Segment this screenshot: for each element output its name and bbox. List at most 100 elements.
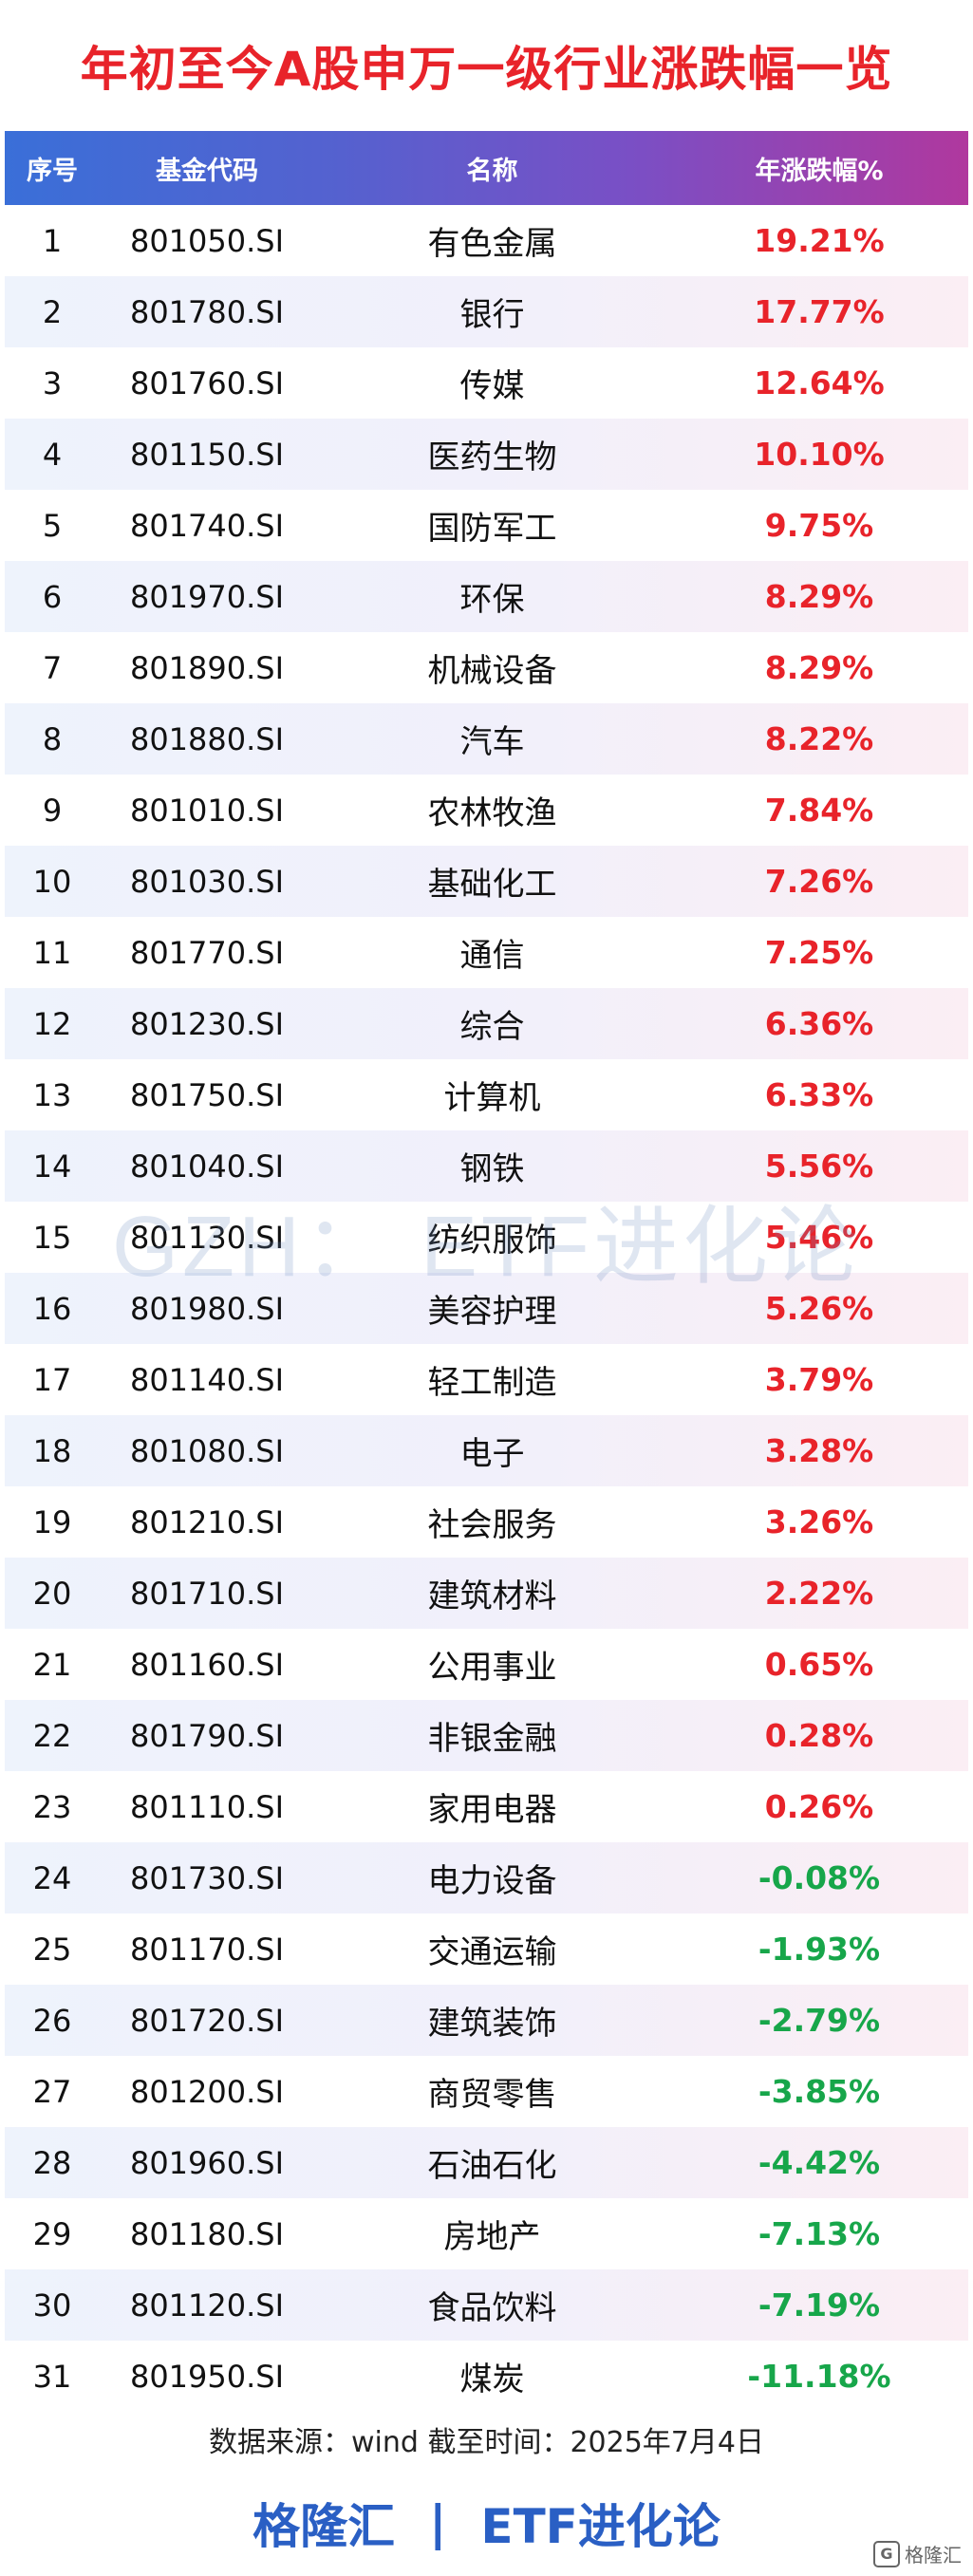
row-index: 29	[32, 2215, 72, 2252]
row-code: 801140.SI	[129, 1361, 285, 1398]
row-index: 23	[32, 1788, 72, 1825]
row-index: 22	[32, 1717, 72, 1754]
table-row: 7 801890.SI 机械设备 8.29%	[5, 632, 968, 703]
row-name: 房地产	[443, 2218, 541, 2256]
row-name: 交通运输	[427, 1933, 557, 1971]
header-name: 名称	[466, 156, 518, 186]
table-row: 2 801780.SI 银行 17.77%	[5, 276, 968, 347]
page-title: 年初至今A股申万一级行业涨跌幅一览	[80, 42, 893, 97]
row-name: 汽车	[459, 723, 525, 761]
row-code: 801120.SI	[129, 2287, 285, 2324]
table-row: 4 801150.SI 医药生物 10.10%	[5, 419, 968, 490]
row-name: 煤炭	[459, 2361, 525, 2399]
row-code: 801160.SI	[129, 1646, 285, 1683]
row-index: 25	[32, 1931, 72, 1968]
table-row: 27 801200.SI 商贸零售 -3.85%	[5, 2056, 968, 2127]
row-index: 9	[42, 792, 63, 829]
table-row: 21 801160.SI 公用事业 0.65%	[5, 1629, 968, 1700]
row-change: -7.19%	[758, 2287, 881, 2324]
row-index: 26	[32, 2002, 72, 2039]
row-code: 801770.SI	[129, 934, 285, 971]
row-index: 16	[32, 1290, 72, 1327]
table-row: 24 801730.SI 电力设备 -0.08%	[5, 1842, 968, 1913]
row-name: 医药生物	[427, 439, 557, 476]
table-row: 26 801720.SI 建筑装饰 -2.79%	[5, 1985, 968, 2056]
row-name: 综合	[459, 1008, 525, 1046]
row-code: 801740.SI	[129, 507, 285, 544]
logo-text: 格隆汇	[905, 2544, 962, 2567]
row-index: 31	[32, 2358, 72, 2395]
row-change: 19.21%	[754, 222, 885, 259]
row-code: 801730.SI	[129, 1859, 285, 1896]
row-code: 801750.SI	[129, 1076, 285, 1113]
row-code: 801960.SI	[129, 2144, 285, 2181]
row-change: 6.36%	[764, 1005, 874, 1042]
row-name: 美容护理	[427, 1293, 557, 1331]
row-change: 10.10%	[754, 436, 885, 473]
gelonghui-logo-icon: G	[873, 2540, 900, 2567]
row-index: 3	[42, 364, 63, 401]
row-name: 石油石化	[427, 2147, 557, 2185]
header-code: 基金代码	[156, 156, 258, 186]
row-change: 0.28%	[764, 1717, 874, 1754]
row-change: 9.75%	[764, 507, 874, 544]
row-change: 7.84%	[764, 792, 874, 829]
row-change: -11.18%	[747, 2358, 891, 2395]
row-name: 社会服务	[427, 1506, 557, 1544]
row-change: 8.29%	[764, 578, 874, 615]
row-index: 27	[32, 2073, 72, 2110]
row-index: 24	[32, 1859, 72, 1896]
table-header: 序号 基金代码 名称 年涨跌幅%	[5, 131, 968, 205]
row-code: 801980.SI	[129, 1290, 285, 1327]
row-change: 3.28%	[764, 1432, 874, 1469]
table-row: 31 801950.SI 煤炭 -11.18%	[5, 2341, 968, 2412]
row-change: 7.26%	[764, 863, 874, 900]
row-name: 家用电器	[427, 1791, 557, 1829]
row-change: 12.64%	[754, 364, 885, 401]
row-name: 机械设备	[427, 652, 557, 690]
row-change: 5.46%	[764, 1219, 874, 1256]
row-index: 28	[32, 2144, 72, 2181]
row-change: -7.13%	[758, 2215, 881, 2252]
row-code: 801010.SI	[129, 792, 285, 829]
row-index: 19	[32, 1503, 72, 1540]
row-name: 商贸零售	[427, 2076, 557, 2114]
row-name: 农林牧渔	[427, 794, 557, 832]
row-name: 食品饮料	[427, 2289, 557, 2327]
row-code: 801210.SI	[129, 1503, 285, 1540]
table-row: 25 801170.SI 交通运输 -1.93%	[5, 1913, 968, 1985]
row-index: 1	[42, 222, 63, 259]
row-code: 801170.SI	[129, 1931, 285, 1968]
table-row: 10 801030.SI 基础化工 7.26%	[5, 846, 968, 917]
row-code: 801040.SI	[129, 1148, 285, 1185]
row-name: 公用事业	[427, 1649, 557, 1687]
data-source-note: 数据来源：wind 截至时间：2025年7月4日	[209, 2426, 764, 2459]
row-change: -1.93%	[758, 1931, 881, 1968]
table-row: 11 801770.SI 通信 7.25%	[5, 917, 968, 988]
row-code: 801150.SI	[129, 436, 285, 473]
header-index: 序号	[27, 156, 78, 186]
industry-table: 序号 基金代码 名称 年涨跌幅% 1 801050.SI 有色金属 19.21% 2 80…	[5, 131, 968, 2412]
row-change: 8.22%	[764, 720, 874, 757]
row-name: 纺织服饰	[427, 1222, 557, 1260]
row-change: 0.65%	[764, 1646, 874, 1683]
row-index: 20	[32, 1575, 72, 1612]
row-change: -0.08%	[758, 1859, 881, 1896]
row-change: 0.26%	[764, 1788, 874, 1825]
row-code: 801050.SI	[129, 222, 285, 259]
table-row: 23 801110.SI 家用电器 0.26%	[5, 1771, 968, 1842]
row-change: -2.79%	[758, 2002, 881, 2039]
table-row: 30 801120.SI 食品饮料 -7.19%	[5, 2269, 968, 2341]
row-change: 2.22%	[764, 1575, 874, 1612]
footer-brand-right: ETF进化论	[480, 2498, 720, 2554]
row-change: 6.33%	[764, 1076, 874, 1113]
row-code: 801080.SI	[129, 1432, 285, 1469]
row-code: 801760.SI	[129, 364, 285, 401]
row-code: 801030.SI	[129, 863, 285, 900]
row-code: 801130.SI	[129, 1219, 285, 1256]
row-change: 5.26%	[764, 1290, 874, 1327]
table-row: 9 801010.SI 农林牧渔 7.84%	[5, 775, 968, 846]
row-code: 801110.SI	[129, 1788, 285, 1825]
table-row: 15 801130.SI 纺织服饰 5.46%	[5, 1202, 968, 1273]
table-row: 17 801140.SI 轻工制造 3.79%	[5, 1344, 968, 1415]
